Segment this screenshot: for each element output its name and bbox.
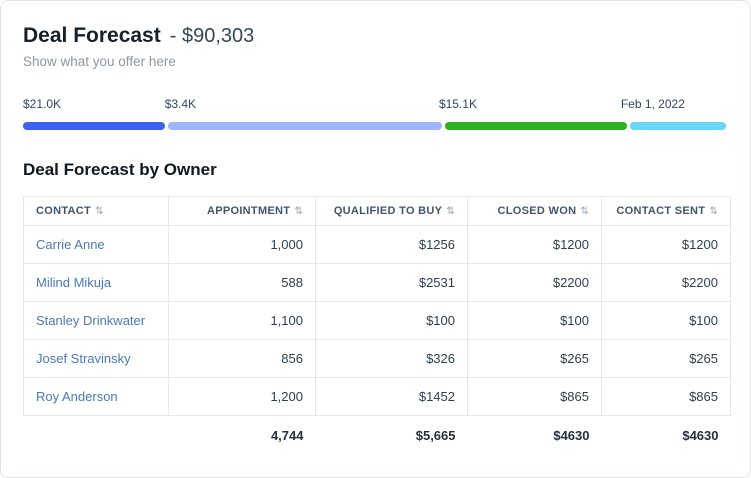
table-body: Carrie Anne 1,000 $1256 $1200 $1200 Milind Mi…: [23, 225, 731, 417]
sort-icon: ⇅: [709, 206, 718, 218]
col-label: CLOSED WON: [497, 205, 577, 218]
header-row: CONTACT ⇅ APPOINTMENT ⇅ QUALIFIED TO BUY ⇅ …: [23, 196, 731, 227]
value-cell: $265: [467, 339, 602, 379]
col-label: CONTACT SENT: [616, 205, 706, 218]
sort-icon: ⇅: [95, 206, 104, 218]
table-row: Josef Stravinsky 856 $326 $265 $265: [23, 339, 731, 379]
totals-qualified: $5,665: [315, 415, 468, 452]
value-cell: $265: [601, 339, 731, 379]
sort-icon: ⇅: [294, 206, 303, 218]
progress-bar: [23, 122, 728, 131]
progress-segment: [629, 122, 727, 131]
col-label: APPOINTMENT: [206, 205, 291, 218]
value-cell: $2200: [467, 263, 602, 303]
value-cell: $100: [467, 301, 602, 341]
forecast-amount: - $90,303: [169, 25, 255, 47]
col-label: CONTACT: [36, 205, 92, 218]
progress-label: $15.1K: [438, 97, 477, 112]
value-cell: $1256: [315, 225, 468, 265]
contact-cell: Milind Mikuja: [23, 263, 169, 303]
contact-link[interactable]: Carrie Anne: [36, 237, 105, 253]
contact-cell: Stanley Drinkwater: [23, 301, 169, 341]
value-cell: $1200: [467, 225, 602, 265]
value-cell: 1,200: [168, 377, 316, 417]
col-header-qualified-to-buy[interactable]: QUALIFIED TO BUY ⇅: [315, 196, 468, 227]
table-title: Deal Forecast by Owner: [23, 160, 217, 180]
page-title: Deal Forecast - $90,303: [23, 23, 728, 48]
table-row: Roy Anderson 1,200 $1452 $865 $865: [23, 377, 731, 417]
page-header: Deal Forecast - $90,303 Show what you of…: [23, 23, 728, 69]
value-cell: $2200: [601, 263, 731, 303]
contact-cell: Carrie Anne: [23, 225, 169, 265]
value-cell: 856: [168, 339, 316, 379]
contact-cell: Josef Stravinsky: [23, 339, 169, 379]
value-cell: 588: [168, 263, 316, 303]
value-cell: 1,000: [168, 225, 316, 265]
value-cell: $1452: [315, 377, 468, 417]
col-header-appointment[interactable]: APPOINTMENT ⇅: [168, 196, 316, 227]
progress-label: $21.0K: [23, 97, 62, 112]
totals-closed-won: $4630: [467, 415, 602, 452]
progress-segment: [167, 122, 442, 131]
col-header-closed-won[interactable]: CLOSED WON ⇅: [467, 196, 602, 227]
progress-label: Feb 1, 2022: [620, 97, 685, 112]
totals-row: 4,744 $5,665 $4630 $4630: [23, 415, 731, 452]
table-footer: 4,744 $5,665 $4630 $4630: [23, 415, 731, 452]
value-cell: $100: [315, 301, 468, 341]
table-header: CONTACT ⇅ APPOINTMENT ⇅ QUALIFIED TO BUY ⇅ …: [23, 196, 731, 227]
col-header-contact[interactable]: CONTACT ⇅: [23, 196, 169, 227]
table-row: Milind Mikuja 588 $2531 $2200 $2200: [23, 263, 731, 303]
value-cell: $100: [601, 301, 731, 341]
table-row: Stanley Drinkwater 1,100 $100 $100 $100: [23, 301, 731, 341]
sort-icon: ⇅: [446, 206, 455, 218]
value-cell: $865: [467, 377, 602, 417]
progress-label: $3.4K: [164, 97, 197, 112]
totals-appointment: 4,744: [168, 415, 316, 452]
totals-empty-cell: [23, 415, 169, 452]
forecast-progress: $21.0K $3.4K $15.1K Feb 1, 2022: [23, 97, 728, 131]
totals-contact-sent: $4630: [601, 415, 731, 452]
contact-link[interactable]: Milind Mikuja: [36, 275, 112, 291]
value-cell: $2531: [315, 263, 468, 303]
contact-link[interactable]: Stanley Drinkwater: [36, 313, 146, 329]
contact-link[interactable]: Roy Anderson: [36, 389, 118, 405]
col-label: QUALIFIED TO BUY: [333, 205, 443, 218]
value-cell: 1,100: [168, 301, 316, 341]
contact-link[interactable]: Josef Stravinsky: [36, 351, 131, 367]
value-cell: $326: [315, 339, 468, 379]
page-subtitle: Show what you offer here: [23, 54, 176, 70]
progress-segment: [444, 122, 627, 131]
progress-segment: [23, 122, 165, 131]
table-row: Carrie Anne 1,000 $1256 $1200 $1200: [23, 225, 731, 265]
page-title-text: Deal Forecast: [23, 24, 161, 47]
forecast-table: CONTACT ⇅ APPOINTMENT ⇅ QUALIFIED TO BUY ⇅ …: [23, 196, 731, 452]
progress-labels: $21.0K $3.4K $15.1K Feb 1, 2022: [23, 97, 728, 114]
sort-icon: ⇅: [580, 206, 589, 218]
col-header-contact-sent[interactable]: CONTACT SENT ⇅: [601, 196, 731, 227]
value-cell: $1200: [601, 225, 731, 265]
contact-cell: Roy Anderson: [23, 377, 169, 417]
value-cell: $865: [601, 377, 731, 417]
